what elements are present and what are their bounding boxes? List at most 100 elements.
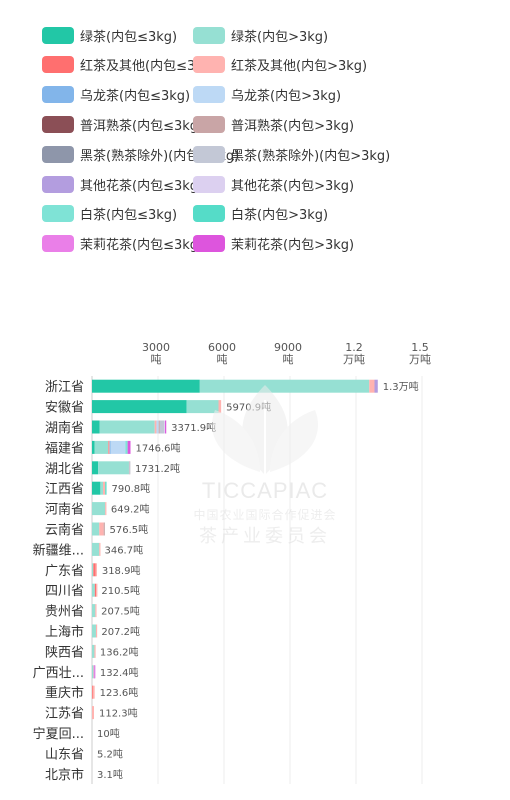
total-label: 346.7吨 — [104, 543, 143, 556]
legend-item[interactable]: 其他花茶(内包>3kg) — [193, 174, 354, 194]
bar-segment — [94, 665, 96, 679]
bar-segment — [92, 685, 95, 699]
watermark-org: 中国农业国际合作促进会 — [193, 508, 337, 522]
category-label: 四川省 — [45, 584, 84, 599]
bar-segment — [92, 461, 99, 475]
legend-label: 茉莉花茶(内包>3kg) — [231, 238, 355, 254]
legend-item[interactable]: 茉莉花茶(内包≤3kg) — [42, 234, 203, 254]
total-label: 123.6吨 — [100, 686, 139, 699]
legend-item[interactable]: 红茶及其他(内包>3kg) — [193, 55, 367, 75]
legend-item[interactable]: 黑茶(熟茶除外)(内包>3kg) — [193, 144, 390, 164]
legend-item[interactable]: 绿茶(内包>3kg) — [193, 25, 328, 45]
legend-item[interactable]: 绿茶(内包≤3kg) — [42, 25, 177, 45]
chart-legend: 绿茶(内包≤3kg) 绿茶(内包>3kg) 红茶及其他(内包≤3kg) 红茶及其他(内… — [0, 0, 510, 270]
bar-segment — [158, 420, 160, 434]
watermark-committee: 茶产业委员会 — [199, 526, 331, 547]
total-label: 318.9吨 — [102, 564, 141, 577]
legend-item[interactable]: 普洱熟茶(内包>3kg) — [193, 114, 354, 134]
legend-item[interactable]: 白茶(内包≤3kg) — [42, 204, 177, 224]
legend-label: 红茶及其他(内包>3kg) — [231, 59, 368, 75]
bar-segment — [92, 522, 100, 536]
category-label: 湖南省 — [45, 420, 84, 436]
watermark: TICCAPIAC 中国农业国际合作促进会 茶产业委员会 — [160, 380, 370, 550]
category-label: 浙江省 — [45, 380, 84, 395]
bar-segment — [96, 583, 98, 597]
bar-segment — [165, 420, 167, 434]
category-label: 江西省 — [45, 482, 84, 497]
x-tick-label: 6000 — [208, 341, 236, 354]
legend-label: 绿茶(内包≤3kg) — [80, 29, 178, 45]
legend-label: 红茶及其他(内包≤3kg) — [80, 59, 217, 75]
total-label: 1.3万吨 — [383, 380, 419, 393]
total-label: 790.8吨 — [112, 482, 151, 495]
bar-segment — [159, 420, 165, 434]
bar-segment — [95, 563, 97, 577]
bar-segment — [99, 522, 104, 536]
legend-label: 普洱熟茶(内包>3kg) — [231, 118, 355, 134]
bar-segment — [92, 685, 94, 699]
bar-segment — [110, 440, 126, 454]
category-label: 新疆维... — [33, 542, 84, 558]
x-tick-unit: 吨 — [217, 353, 228, 366]
bar-segment — [94, 644, 96, 658]
legend-item[interactable]: 乌龙茶(内包>3kg) — [193, 85, 341, 105]
category-label: 江苏省 — [45, 706, 84, 722]
category-label: 北京市 — [45, 767, 84, 783]
legend-swatch — [193, 86, 225, 104]
legend-label: 黑茶(熟茶除外)(内包>3kg) — [231, 148, 391, 164]
category-label: 陕西省 — [45, 645, 84, 660]
bar-segment — [92, 420, 100, 434]
bar-segment — [92, 481, 101, 495]
category-label: 山东省 — [45, 747, 84, 762]
legend-item[interactable]: 普洱熟茶(内包≤3kg) — [42, 114, 203, 134]
bar-segment — [92, 563, 94, 577]
bar-segment — [92, 706, 94, 720]
total-label: 3371.9吨 — [171, 421, 216, 434]
category-label: 湖北省 — [45, 462, 84, 477]
legend-label: 普洱熟茶(内包≤3kg) — [80, 118, 204, 134]
bar-segment — [94, 440, 109, 454]
legend-swatch — [193, 115, 225, 133]
x-tick-unit: 吨 — [151, 353, 162, 366]
legend-item[interactable]: 其他花茶(内包≤3kg) — [42, 174, 203, 194]
total-label: 136.2吨 — [100, 645, 139, 658]
legend-label: 白茶(内包>3kg) — [231, 208, 329, 224]
x-tick-label: 9000 — [274, 341, 302, 354]
total-label: 576.5吨 — [110, 523, 149, 536]
legend-swatch — [42, 26, 74, 44]
bar-segment — [94, 583, 97, 597]
legend-label: 其他花茶(内包>3kg) — [231, 178, 355, 194]
bar-segment — [92, 400, 187, 414]
total-label: 132.4吨 — [100, 666, 139, 679]
legend-item[interactable]: 茉莉花茶(内包>3kg) — [193, 234, 354, 254]
total-label: 5.2吨 — [97, 747, 123, 760]
legend-item[interactable]: 红茶及其他(内包≤3kg) — [42, 55, 216, 75]
bar-segment — [100, 481, 103, 495]
bar-segment — [125, 440, 128, 454]
category-label: 安徽省 — [45, 401, 84, 416]
x-tick-unit: 万吨 — [409, 353, 431, 366]
tea-leaf-icon — [212, 385, 318, 475]
legend-item[interactable]: 乌龙茶(内包≤3kg) — [42, 85, 190, 105]
bar-segment — [154, 420, 157, 434]
bar-segment — [92, 624, 96, 638]
bar-segment — [103, 481, 106, 495]
bar-segment — [164, 420, 166, 434]
x-tick-unit: 万吨 — [343, 353, 365, 366]
total-label: 207.5吨 — [101, 605, 140, 618]
bar-segment — [92, 502, 106, 516]
total-label: 112.3吨 — [99, 707, 138, 720]
legend-item[interactable]: 白茶(内包>3kg) — [193, 204, 328, 224]
bar-segment — [105, 502, 107, 516]
bar-segment — [186, 400, 219, 414]
bar-segment — [374, 379, 378, 393]
total-label: 649.2吨 — [111, 503, 150, 516]
bar-segment — [199, 379, 370, 393]
legend-swatch — [193, 205, 225, 223]
category-label: 广东省 — [45, 564, 84, 579]
category-label: 重庆市 — [45, 685, 84, 701]
bar-segment — [92, 604, 96, 618]
bar-segment — [92, 644, 95, 658]
category-label: 贵州省 — [45, 605, 84, 620]
total-label: 3.1吨 — [97, 768, 123, 781]
